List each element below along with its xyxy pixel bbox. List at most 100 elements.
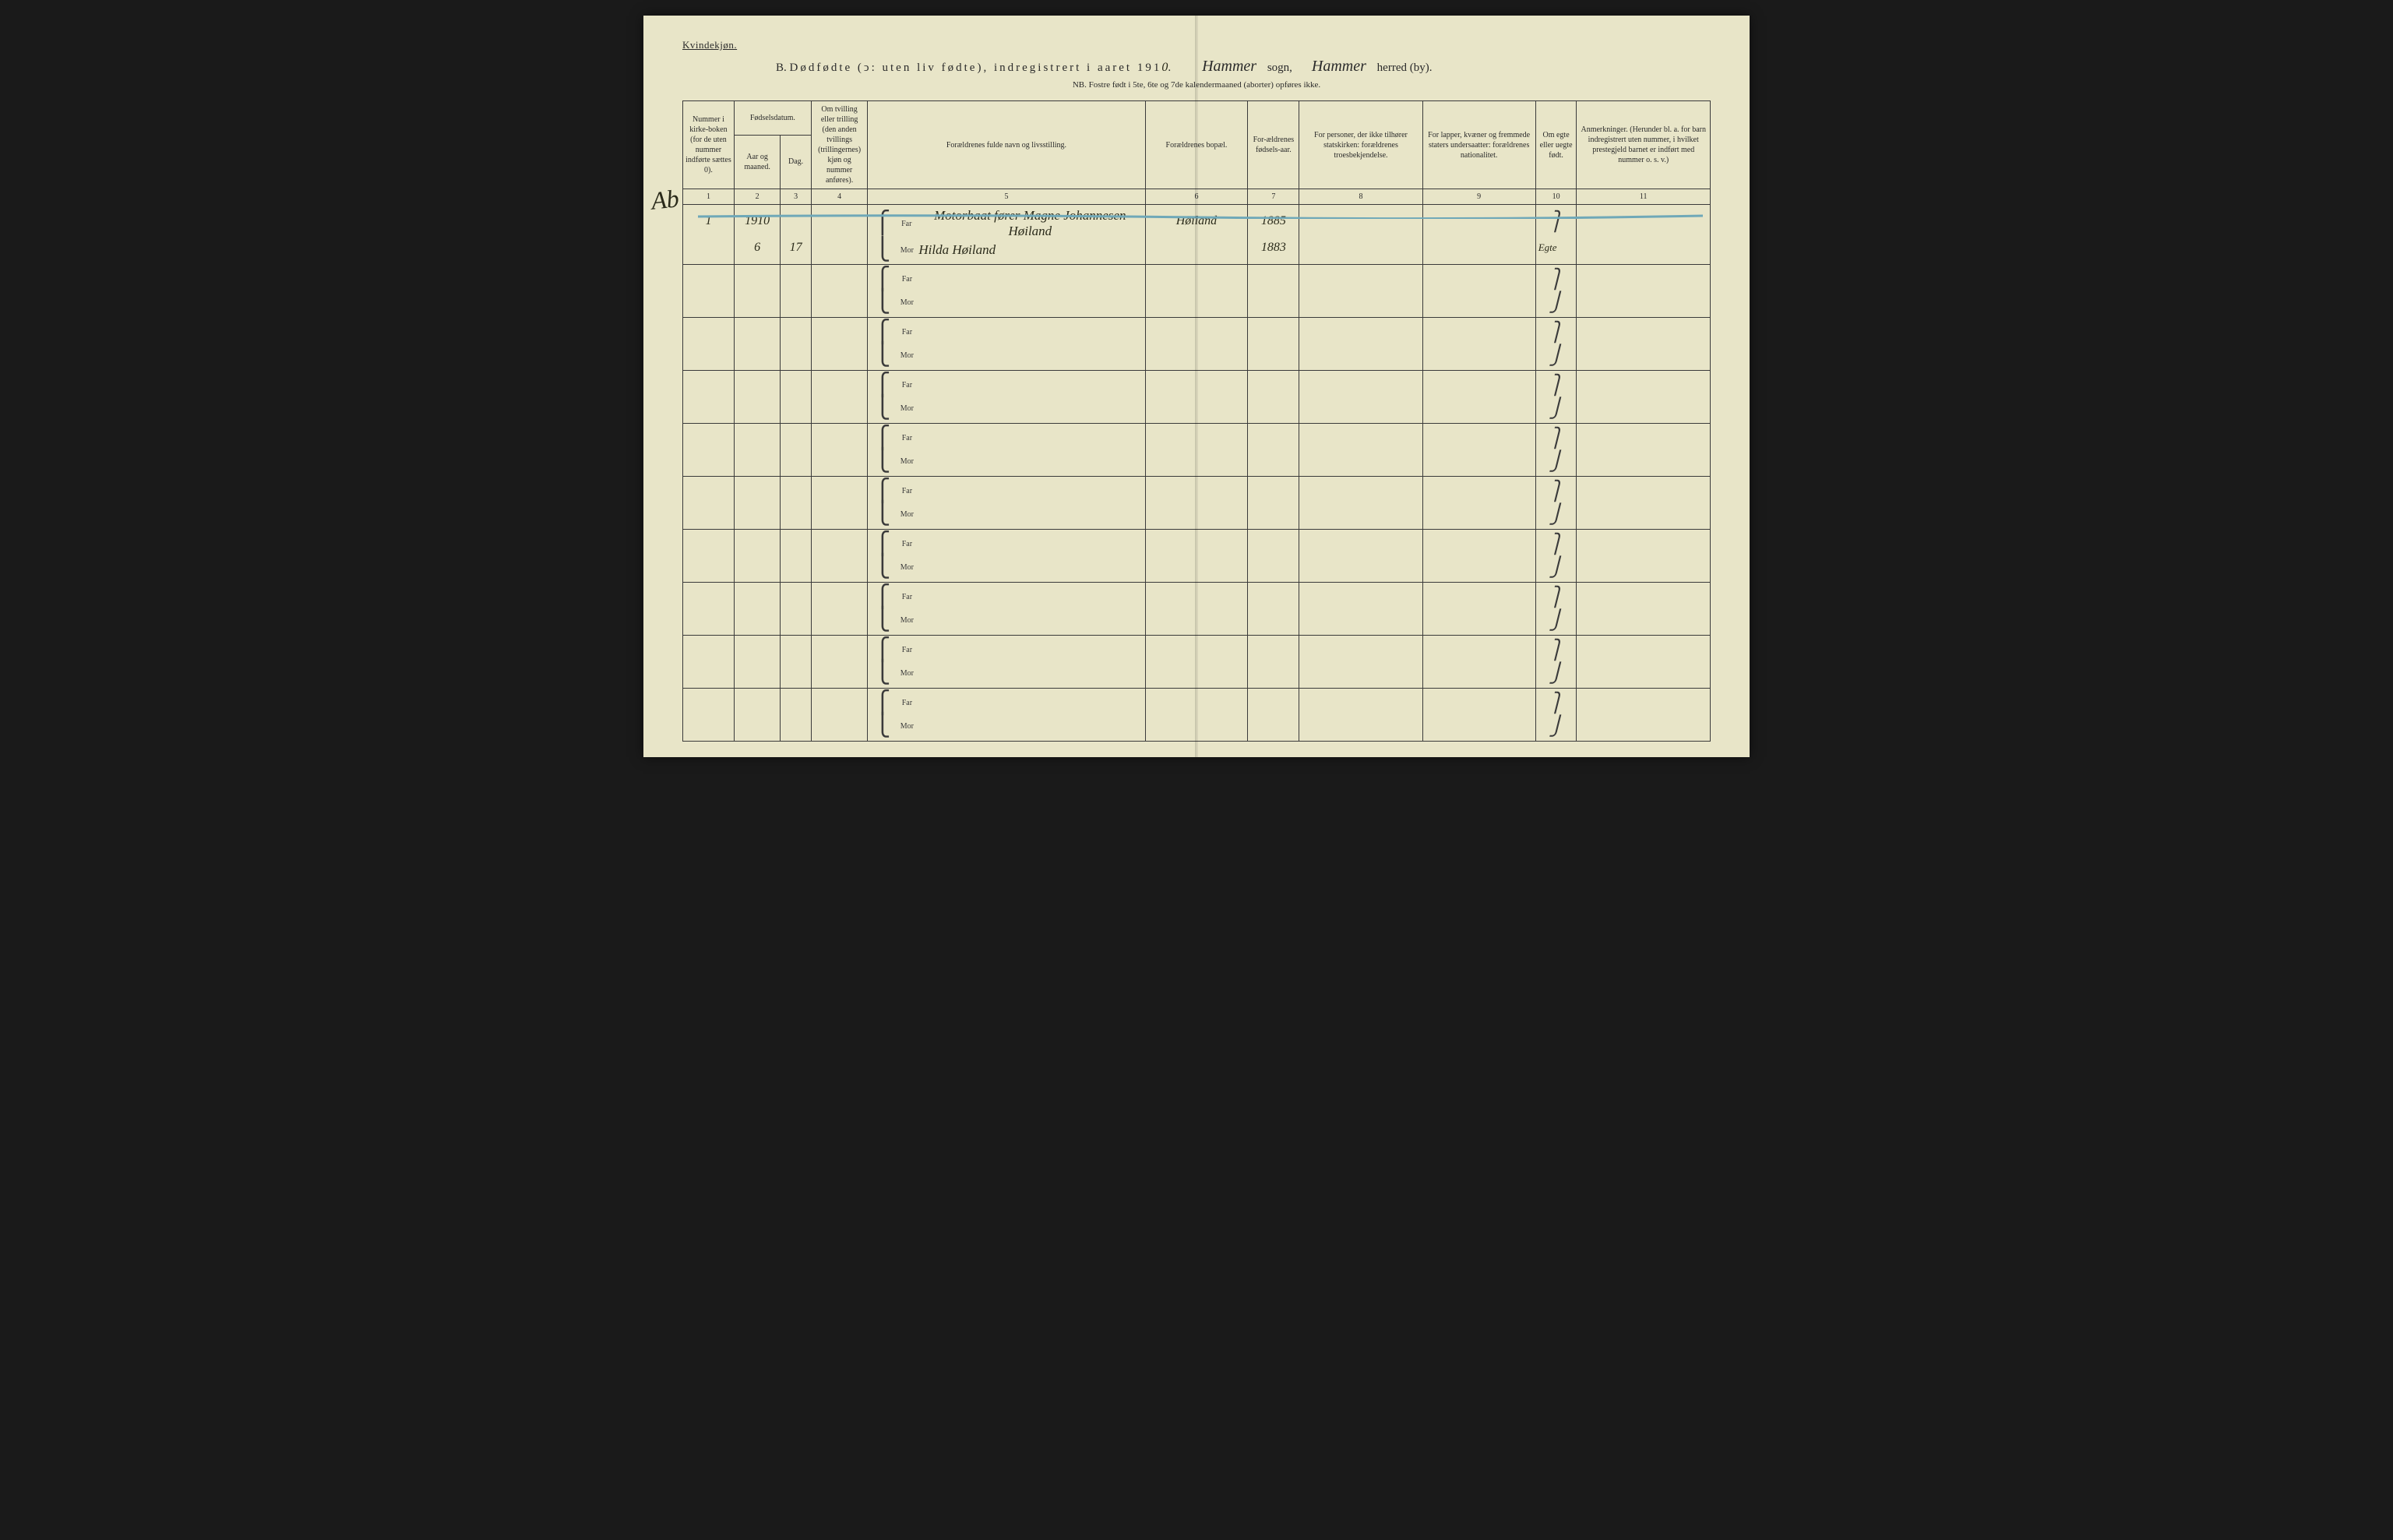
col-num: 1 <box>683 189 735 205</box>
title-line: B. Dødfødte (ↄ: uten liv fødte), indregi… <box>682 58 1711 76</box>
brace-icon: ⎫ <box>1549 533 1563 555</box>
cell-twin <box>811 689 868 742</box>
brace-icon: ⎫ <box>1549 427 1563 449</box>
herred-label: herred (by). <box>1377 62 1433 74</box>
mor-label: Mor <box>895 669 915 678</box>
row-number: 1 <box>685 208 731 234</box>
brace-icon: ⎧ <box>874 640 890 661</box>
cell-number <box>683 530 735 583</box>
cell-nationality <box>1422 424 1535 477</box>
cell-religion <box>1299 318 1422 371</box>
col-header-5: Forældrenes fulde navn og livsstilling. <box>868 101 1145 189</box>
cell-egte: ⎫⎭ <box>1535 583 1577 636</box>
sogn-label: sogn, <box>1267 62 1292 74</box>
sogn-value: Hammer <box>1194 58 1264 76</box>
cell-twin <box>811 371 868 424</box>
cell-day <box>781 424 812 477</box>
brace-icon: ⎫ <box>1549 639 1563 661</box>
cell-religion <box>1299 205 1422 265</box>
herred-value: Hammer <box>1304 58 1374 76</box>
cell-birth-years <box>1248 636 1299 689</box>
entry-year: 1910 <box>737 208 777 234</box>
cell-twin <box>811 424 868 477</box>
cell-birth-years <box>1248 477 1299 530</box>
cell-parents: ⎧Far⎩Mor <box>868 477 1145 530</box>
table-row-empty: ⎧Far⎩Mor⎫⎭ <box>683 530 1711 583</box>
cell-year-month <box>734 583 780 636</box>
brace-icon: ⎧ <box>874 692 890 714</box>
gender-label: Kvindekjøn. <box>682 39 1711 51</box>
table-row-empty: ⎧Far⎩Mor ⎫⎭ <box>683 265 1711 318</box>
brace-icon: ⎧ <box>874 534 890 555</box>
cell-year-month <box>734 318 780 371</box>
brace-icon: ⎩ <box>874 662 890 684</box>
brace-icon: ⎫ <box>1549 692 1563 714</box>
title-year-suffix: 0 <box>1161 61 1168 74</box>
cell-nationality <box>1422 265 1535 318</box>
cell-year-month <box>734 636 780 689</box>
brace-icon: ⎫ <box>1549 480 1563 502</box>
cell-nationality <box>1422 530 1535 583</box>
cell-bopel <box>1145 318 1248 371</box>
table-row-empty: ⎧Far⎩Mor ⎫⎭ <box>683 318 1711 371</box>
cell-year-month <box>734 265 780 318</box>
cell-birth-years <box>1248 583 1299 636</box>
col-header-2-top: Fødselsdatum. <box>734 101 811 136</box>
cell-twin <box>811 583 868 636</box>
cell-year-month: 1910 6 <box>734 205 780 265</box>
brace-icon: ⎫ <box>1549 321 1563 344</box>
cell-nationality <box>1422 371 1535 424</box>
brace-icon: ⎧ <box>874 322 890 344</box>
cell-parents: ⎧Far⎩Mor <box>868 530 1145 583</box>
brace-icon: ⎭ <box>1549 397 1563 420</box>
cell-nationality <box>1422 689 1535 742</box>
brace-icon: ⎧ <box>874 428 890 449</box>
brace-icon: ⎩ <box>874 715 890 737</box>
cell-day: 17 <box>781 205 812 265</box>
mor-birth: 1883 <box>1250 234 1296 261</box>
brace-icon: ⎭ <box>1549 344 1563 367</box>
col-num: 9 <box>1422 189 1535 205</box>
cell-birth-years: 1885 1883 <box>1248 205 1299 265</box>
cell-remarks <box>1577 583 1711 636</box>
entry-day: 17 <box>783 234 809 261</box>
cell-day <box>781 636 812 689</box>
brace-icon: ⎭ <box>1549 450 1563 473</box>
mor-label: Mor <box>895 563 915 572</box>
brace-icon: ⎫ <box>1549 374 1563 396</box>
brace-icon: ⎭ <box>1549 503 1563 526</box>
table-row-empty: ⎧Far⎩Mor⎫⎭ <box>683 583 1711 636</box>
table-row-empty: ⎧Far⎩Mor⎫⎭ <box>683 371 1711 424</box>
brace-icon: ⎭ <box>1549 715 1563 738</box>
col-num: 6 <box>1145 189 1248 205</box>
mor-label: Mor <box>895 404 915 413</box>
cell-religion <box>1299 424 1422 477</box>
cell-number <box>683 477 735 530</box>
far-label: Far <box>895 434 915 442</box>
cell-year-month <box>734 424 780 477</box>
cell-remarks <box>1577 689 1711 742</box>
cell-religion <box>1299 530 1422 583</box>
brace-icon: ⎧ <box>874 213 890 234</box>
cell-year-month <box>734 689 780 742</box>
cell-twin <box>811 318 868 371</box>
brace-icon: ⎧ <box>874 269 890 291</box>
brace-icon: ⎭ <box>1549 291 1563 314</box>
cell-parents: ⎧Far⎩Mor <box>868 318 1145 371</box>
cell-egte: ⎫⎭ <box>1535 371 1577 424</box>
far-label: Far <box>895 220 915 228</box>
cell-parents: ⎧Far⎩Mor <box>868 265 1145 318</box>
far-label: Far <box>895 593 915 601</box>
nb-line: NB. Fostre født i 5te, 6te og 7de kalend… <box>682 80 1711 90</box>
cell-egte: ⎫⎭ <box>1535 477 1577 530</box>
cell-bopel: Høiland <box>1145 205 1248 265</box>
title-main: Dødfødte (ↄ: uten liv fødte), indregistr… <box>790 62 1162 74</box>
ledger-page: Kvindekjøn. B. Dødfødte (ↄ: uten liv fød… <box>643 16 1750 757</box>
cell-nationality <box>1422 205 1535 265</box>
cell-egte: ⎫⎭ <box>1535 265 1577 318</box>
cell-nationality <box>1422 477 1535 530</box>
cell-parents: ⎧Far⎩Mor <box>868 636 1145 689</box>
cell-egte: ⎫⎭ <box>1535 424 1577 477</box>
table-row-empty: ⎧Far⎩Mor ⎫⎭ <box>683 477 1711 530</box>
brace-icon: ⎩ <box>874 344 890 366</box>
